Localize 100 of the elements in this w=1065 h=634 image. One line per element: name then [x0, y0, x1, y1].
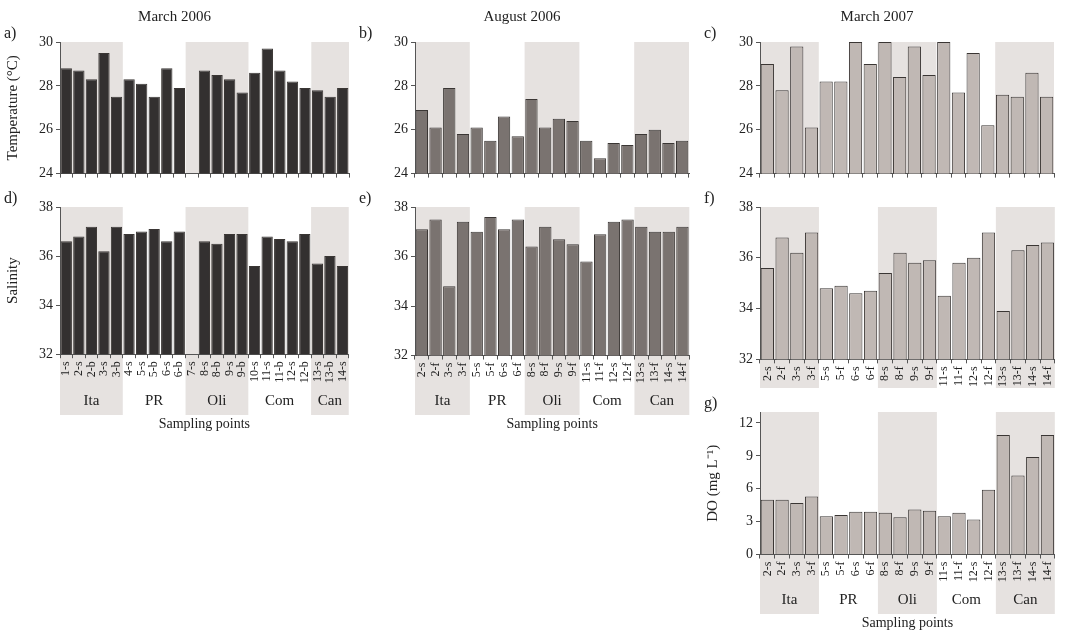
x-tick-label: 6-s: [496, 362, 511, 378]
band-label: Can: [317, 391, 343, 408]
x-tick-label: 3-s: [789, 366, 804, 382]
x-tick-label: 12-s: [606, 362, 621, 384]
x-tick-label: 11-f: [592, 362, 607, 383]
y-tick-label: 32: [739, 351, 753, 367]
y-axis-title: Salinity: [3, 256, 20, 304]
x-tick-label: 2-f: [774, 561, 789, 576]
x-tick-label: 13-b: [322, 361, 337, 384]
y-tick-label: 0: [746, 546, 753, 562]
x-tick-label: 6-s: [847, 561, 862, 577]
x-tick-label: 3-b: [108, 361, 123, 378]
x-tick-label: 13-f: [1010, 561, 1025, 582]
x-tick-label: 12-f: [619, 362, 634, 383]
band-label: Oli: [207, 391, 227, 408]
x-tick-label: 6-b: [171, 361, 186, 378]
x-tick-label: 1-s: [58, 360, 73, 376]
x-tick-label: 2-f: [427, 362, 442, 377]
chart-title: March 2006: [138, 7, 212, 24]
x-tick-label: 8-f: [892, 561, 907, 576]
y-tick-label: 36: [394, 248, 408, 264]
y-axis-title: DO (mg L⁻¹): [703, 444, 721, 522]
x-tick-label: 13-s: [633, 362, 648, 384]
x-tick-label: 5-s: [468, 362, 483, 378]
x-tick-label: 14-f: [1039, 366, 1054, 387]
x-tick-label: 14-s: [1024, 366, 1039, 388]
text: PR: [144, 391, 164, 408]
band-label: Ita: [83, 391, 100, 408]
y-tick-label: 38: [39, 198, 53, 214]
x-tick-label: 2-f: [774, 366, 789, 381]
text: Com: [951, 590, 982, 607]
x-tick-label: 12-s: [965, 366, 980, 388]
x-tick-label: 6-f: [862, 366, 877, 381]
x-tick-label: 5-f: [833, 561, 848, 576]
x-tick-label: 8-s: [196, 360, 211, 376]
x-tick-label: 10-s: [246, 360, 261, 382]
x-tick-label: 14-s: [1024, 561, 1039, 583]
x-tick-label: 2-s: [759, 366, 774, 382]
x-tick-label: 3-s: [441, 362, 456, 378]
x-tick-label: 11-b: [271, 361, 286, 383]
x-tick-label: 13-f: [647, 362, 662, 383]
y-tick-label: 9: [746, 447, 753, 463]
band-label: Ita: [434, 391, 451, 408]
y-tick-label: 28: [394, 77, 408, 93]
x-tick-label: 12-b: [296, 361, 311, 384]
x-tick-label: 13-s: [995, 366, 1010, 388]
y-tick-label: 24: [394, 165, 408, 181]
x-tick-label: 3-s: [96, 360, 111, 376]
x-tick-label: 6-f: [862, 561, 877, 576]
text: Com: [265, 391, 295, 408]
x-tick-label: 13-s: [995, 561, 1010, 583]
y-tick-label: 34: [394, 297, 408, 313]
x-axis-title: Sampling points: [861, 615, 954, 631]
x-tick-label: 8-s: [877, 366, 892, 382]
x-tick-label: 2-b: [83, 361, 98, 378]
y-tick-label: 38: [394, 198, 408, 214]
text: b): [359, 24, 373, 43]
x-tick-label: 14-s: [334, 360, 349, 382]
x-tick-label: 11-f: [951, 561, 966, 582]
y-tick-label: 24: [39, 165, 53, 181]
x-tick-label: 3-f: [803, 561, 818, 576]
x-tick-label: 6-s: [847, 366, 862, 382]
text: PR: [488, 391, 507, 408]
x-tick-label: 9-s: [906, 366, 921, 382]
x-tick-label: 5-f: [482, 362, 497, 377]
x-tick-label: 11-s: [259, 360, 274, 382]
x-axis-title: Sampling points: [506, 416, 598, 432]
y-tick-label: 3: [746, 513, 753, 529]
x-tick-label: 7-s: [183, 360, 198, 376]
x-tick-label: 12-s: [284, 360, 299, 382]
text: g): [704, 394, 718, 413]
x-tick-label: 5-s: [818, 561, 833, 577]
x-tick-label: 12-s: [965, 561, 980, 583]
y-tick-label: 6: [746, 480, 753, 496]
y-tick-label: 24: [739, 165, 753, 181]
x-tick-label: 9-f: [921, 366, 936, 381]
x-tick-label: 9-b: [234, 361, 249, 378]
text: a): [4, 24, 17, 43]
x-tick-label: 2-s: [759, 561, 774, 577]
band-label: Oli: [542, 391, 562, 408]
x-axis-title: Sampling points: [158, 416, 251, 432]
y-tick-label: 30: [39, 33, 53, 49]
x-tick-label: 2-s: [414, 362, 429, 378]
x-tick-label: 14-f: [674, 362, 689, 383]
y-tick-label: 26: [39, 121, 53, 137]
text: PR: [839, 590, 858, 607]
y-tick-label: 32: [394, 347, 408, 363]
x-tick-label: 9-s: [906, 561, 921, 577]
x-tick-label: 5-b: [146, 361, 161, 378]
x-tick-label: 3-f: [455, 362, 470, 377]
x-tick-label: 5-f: [833, 366, 848, 381]
x-tick-label: 3-s: [789, 561, 804, 577]
y-tick-label: 30: [394, 33, 408, 49]
x-tick-label: 13-f: [1010, 366, 1025, 387]
y-tick-label: 26: [739, 121, 753, 137]
y-tick-label: 34: [739, 300, 753, 316]
x-tick-label: 9-s: [221, 360, 236, 376]
x-tick-label: 9-s: [551, 362, 566, 378]
x-tick-label: 8-f: [537, 362, 552, 377]
x-tick-label: 13-s: [309, 360, 324, 382]
